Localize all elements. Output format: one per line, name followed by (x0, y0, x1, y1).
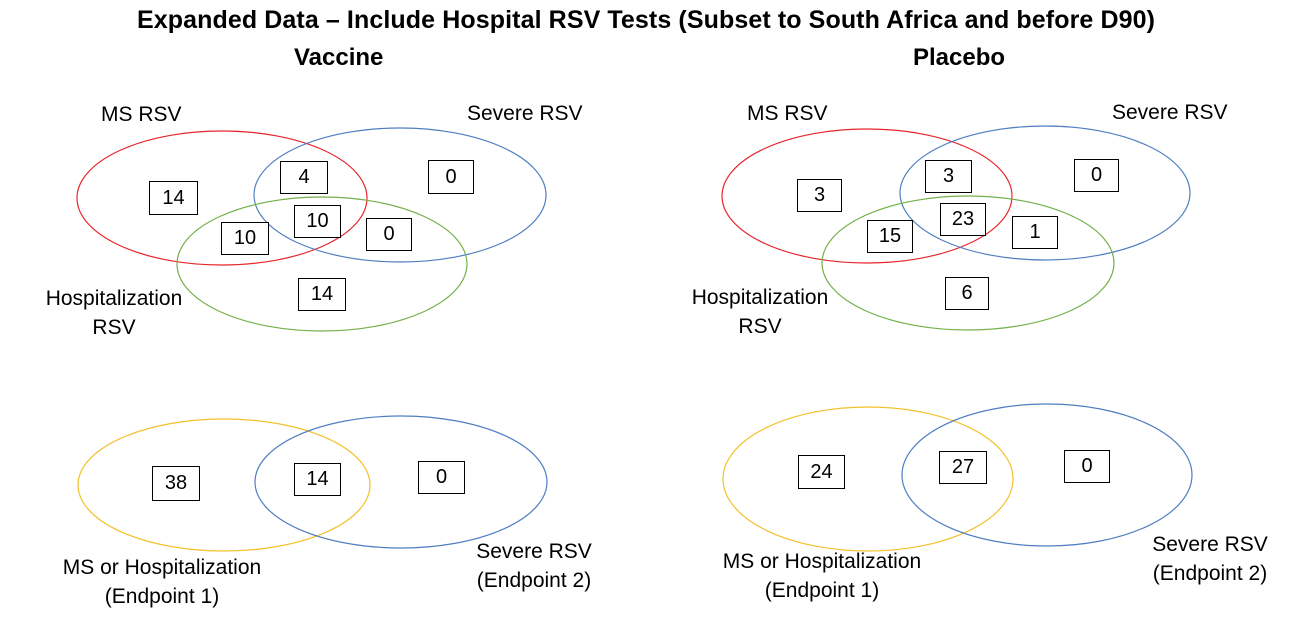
placebo-panel-title: Placebo (913, 44, 1006, 71)
placebo-endpoint1-ellipse (722, 406, 1014, 552)
placebo-ms-rsv-ellipse (721, 128, 1013, 264)
placebo-endpoint2-ellipse (901, 403, 1193, 547)
placebo-endpoint1-label-line2: (Endpoint 1) (764, 579, 880, 602)
vaccine-severe-rsv-ellipse (253, 127, 547, 263)
placebo-severe-hosp-count: 1 (1012, 216, 1058, 249)
vaccine-endpoint1-ellipse (77, 418, 371, 552)
placebo-endpoint2-only-count: 0 (1064, 450, 1110, 483)
vaccine-hosp-only-count: 14 (298, 278, 346, 311)
vaccine-severe-rsv-label: Severe RSV (467, 102, 583, 125)
placebo-ms-severe-count: 3 (925, 160, 972, 193)
vaccine-endpoint1-label-line1: MS or Hospitalization (62, 556, 262, 579)
vaccine-endpoint2-label: Severe RSV (Endpoint 2) (466, 537, 602, 595)
vaccine-severe-hosp-count: 0 (366, 218, 412, 251)
vaccine-ms-severe-count: 4 (280, 161, 328, 194)
vaccine-ms-rsv-label: MS RSV (101, 103, 182, 126)
placebo-hospitalization-label: Hospitalization RSV (682, 283, 838, 341)
placebo-hospitalization-label-line1: Hospitalization (691, 286, 829, 309)
placebo-hosp-only-count: 6 (945, 277, 989, 310)
vaccine-endpoint2-ellipse (254, 415, 548, 549)
placebo-endpoint2-label: Severe RSV (Endpoint 2) (1142, 530, 1278, 588)
vaccine-endpoint1-label-line2: (Endpoint 1) (104, 585, 220, 608)
placebo-endpoint1-label: MS or Hospitalization (Endpoint 1) (704, 547, 940, 605)
placebo-endpoint1-label-line1: MS or Hospitalization (722, 550, 922, 573)
placebo-ms-hosp-count: 15 (867, 220, 913, 253)
vaccine-panel-title: Vaccine (294, 44, 384, 71)
vaccine-ms-hosp-count: 10 (221, 222, 269, 255)
vaccine-severe-only-count: 0 (428, 160, 474, 194)
placebo-severe-rsv-ellipse (899, 125, 1191, 261)
vaccine-hospitalization-label-line2: RSV (92, 316, 136, 339)
placebo-endpoint2-label-line2: (Endpoint 2) (1152, 562, 1268, 585)
placebo-endpoint1-only-count: 24 (798, 455, 845, 489)
vaccine-all-three-count: 10 (294, 205, 341, 238)
vaccine-ms-only-count: 14 (149, 181, 198, 215)
placebo-severe-rsv-label: Severe RSV (1112, 101, 1228, 124)
placebo-endpoint-overlap-count: 27 (939, 451, 987, 484)
placebo-ms-rsv-label: MS RSV (747, 102, 828, 125)
vaccine-endpoint1-label: MS or Hospitalization (Endpoint 1) (44, 553, 280, 611)
placebo-hospitalization-label-line2: RSV (738, 315, 782, 338)
vaccine-endpoint2-label-line1: Severe RSV (476, 540, 592, 563)
placebo-hospitalization-ellipse (821, 195, 1115, 331)
vaccine-hospitalization-ellipse (176, 196, 468, 332)
vaccine-ms-rsv-ellipse (76, 130, 368, 266)
page-title: Expanded Data – Include Hospital RSV Tes… (136, 6, 1156, 34)
vaccine-endpoint2-label-line2: (Endpoint 2) (476, 569, 592, 592)
vaccine-hospitalization-label: Hospitalization RSV (36, 284, 192, 342)
vaccine-endpoint-overlap-count: 14 (294, 463, 341, 496)
vaccine-endpoint1-only-count: 38 (152, 466, 200, 501)
vaccine-endpoint2-only-count: 0 (418, 461, 465, 494)
placebo-endpoint2-label-line1: Severe RSV (1152, 533, 1268, 556)
placebo-all-three-count: 23 (940, 203, 986, 236)
vaccine-hospitalization-label-line1: Hospitalization (45, 287, 183, 310)
placebo-severe-only-count: 0 (1074, 159, 1119, 192)
placebo-ms-only-count: 3 (797, 179, 842, 212)
